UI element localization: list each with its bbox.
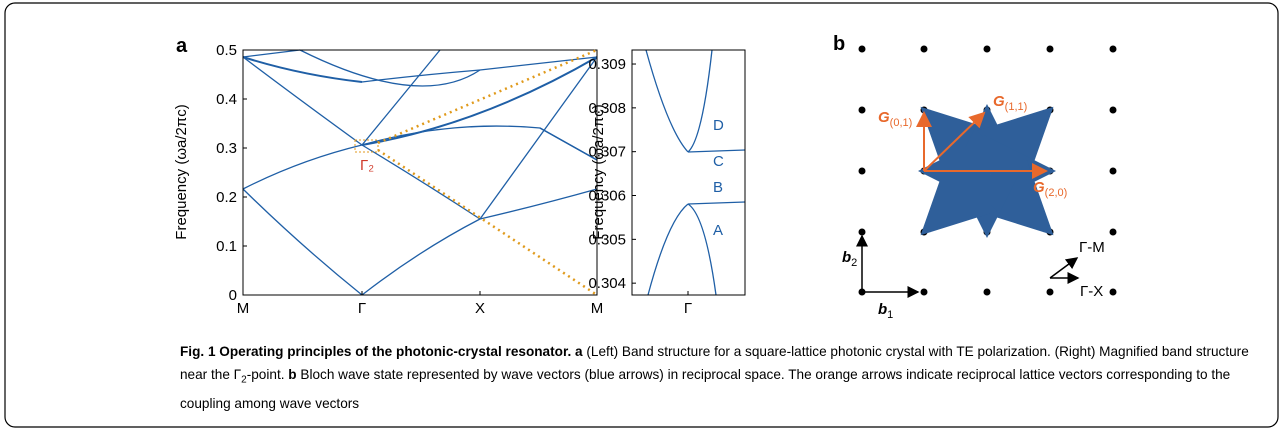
y-tick-label: 0.308 [588,100,626,117]
lattice-point [983,45,991,53]
caption-text: -point. [246,367,285,382]
lattice-point [1046,106,1054,114]
basis-label: b2 [842,249,857,269]
y-tick-label: 0.4 [216,91,237,108]
panel-label: b [833,33,845,55]
x-tick-label: X [475,300,485,317]
lattice-point [858,106,866,114]
zoom-line [377,148,598,297]
lattice-point [1109,288,1117,296]
lattice-point [1109,228,1117,236]
lattice-point [1109,45,1117,53]
zoom-box [354,139,379,153]
y-axis-label: Frequency (ωa/2πc) [173,104,190,239]
caption-label: b [288,367,297,382]
lattice-point [1109,167,1117,175]
caption-text: (Left) Band structure for a square-latti… [180,344,1249,382]
caption-label: a [575,344,583,359]
lattice-point [920,106,928,114]
basis-arrows [856,234,1080,298]
frame [4,2,1279,428]
lattice-point [983,228,991,236]
band-lines [645,49,746,296]
lattice-point [1109,106,1117,114]
direction-label: Γ-M [1079,239,1105,256]
x-tick-label: M [591,300,604,317]
wave-vector [976,106,1054,183]
y-ticks: 0.304 0.305 0.306 0.307 0.308 0.309 Γ [588,56,692,317]
caption: Fig. 1 Operating principles of the photo… [180,340,1270,415]
lattice-point [858,228,866,236]
lattice-point [920,228,928,236]
vector-label: G(2,0) [1033,179,1067,199]
y-tick-label: 0.309 [588,56,626,73]
lattice-point [1046,228,1054,236]
direction-label: Γ-X [1080,283,1103,300]
plot-frame [631,49,746,296]
band-lines [242,49,598,296]
lattice-point [983,106,991,114]
y-axis-label: Frequency (ωa/2πc) [590,104,607,239]
x-tick-label: Γ [684,300,692,317]
vector-label: G(1,1) [993,93,1027,113]
wave-vector [920,159,998,236]
vector-label: G(0,1) [878,109,912,129]
zoom-line [377,48,598,145]
y-tick-label: 0.307 [588,144,626,161]
band-label: C [713,153,724,170]
lattice-point [858,167,866,175]
y-tick-label: 0.3 [216,140,237,157]
x-tick-label: M [237,300,250,317]
band-label: D [713,117,724,134]
y-tick-label: 0.305 [588,231,626,248]
y-tick-label: 0.1 [216,238,237,255]
caption-text: 2 [241,374,247,386]
band-label: B [713,179,723,196]
reciprocal-vectors [916,111,1048,179]
lattice-point [1046,45,1054,53]
y-tick-label: 0.5 [216,42,237,59]
panel-label: a [176,35,188,57]
band-label: A [713,222,723,239]
y-tick-label: 0.304 [588,275,626,292]
lattice-point [983,288,991,296]
lattice-point [920,288,928,296]
lattice-point [920,45,928,53]
lattice-point [1046,167,1054,175]
y-tick-label: 0 [229,287,237,304]
lattice-point [858,45,866,53]
plot-frame [242,49,598,296]
y-ticks: 0 0.1 0.2 0.3 0.4 0.5 M Γ X M [216,42,603,317]
y-tick-label: 0.306 [588,188,626,205]
caption-title: Fig. 1 Operating principles of the photo… [180,344,572,359]
lattice-point [1046,288,1054,296]
caption-text: Bloch wave state represented by wave vec… [180,367,1231,411]
x-tick-label: Γ [358,300,366,317]
y-tick-label: 0.2 [216,189,237,206]
annotation: Γ₂ [360,157,374,174]
wave-vector [920,106,998,183]
basis-label: b1 [878,301,893,321]
